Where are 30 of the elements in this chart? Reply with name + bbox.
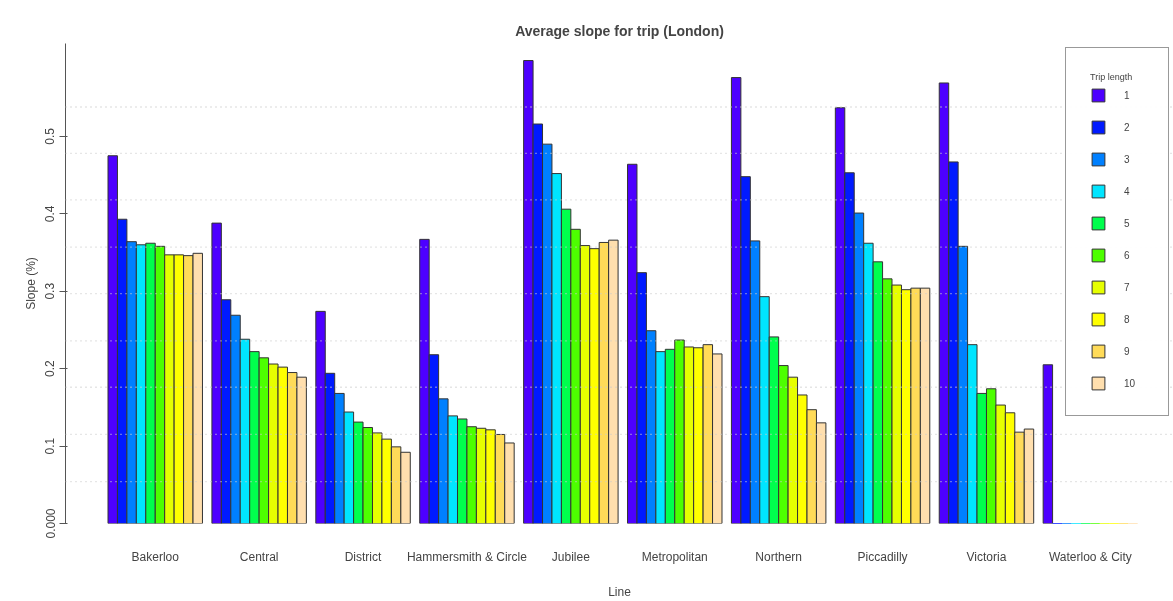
x-tick-label: Hammersmith & Circle — [406, 549, 528, 564]
x-tick-label: Northern — [755, 549, 803, 564]
legend-title: Trip length — [1090, 72, 1134, 82]
x-tick-label: Victoria — [966, 549, 1007, 564]
y-tick-label: 0.2 — [43, 359, 58, 377]
x-tick-label: Metropolitan — [641, 549, 708, 564]
x-tick-label: District — [344, 549, 383, 564]
legend-label: 4 — [1124, 185, 1131, 197]
x-tick-label: Jubilee — [551, 549, 591, 564]
legend-label: 1 — [1124, 89, 1131, 101]
x-tick-label: Bakerloo — [131, 549, 180, 564]
y-tick-label: 0.000 — [43, 508, 58, 539]
legend-label: 3 — [1124, 153, 1131, 165]
chart-title: Average slope for trip (London) — [515, 22, 724, 39]
y-tick-label: 0.5 — [43, 127, 58, 145]
y-tick-label: 0.1 — [43, 437, 58, 455]
legend-label: 5 — [1124, 217, 1131, 229]
legend-label: 8 — [1124, 313, 1131, 325]
x-tick-label: Piccadilly — [857, 549, 908, 564]
x-tick-label: Waterloo & City — [1048, 549, 1132, 564]
legend-label: 6 — [1124, 249, 1131, 261]
legend-label: 9 — [1124, 345, 1131, 357]
legend-label: 10 — [1124, 377, 1137, 389]
x-tick-label: Central — [239, 549, 279, 564]
y-axis-title: Slope (%) — [23, 257, 38, 310]
legend-label: 7 — [1124, 281, 1131, 293]
y-tick-label: 0.3 — [43, 282, 58, 300]
y-tick-label: 0.4 — [43, 205, 58, 223]
x-axis-title: Line — [608, 584, 632, 599]
legend-label: 2 — [1124, 121, 1131, 133]
